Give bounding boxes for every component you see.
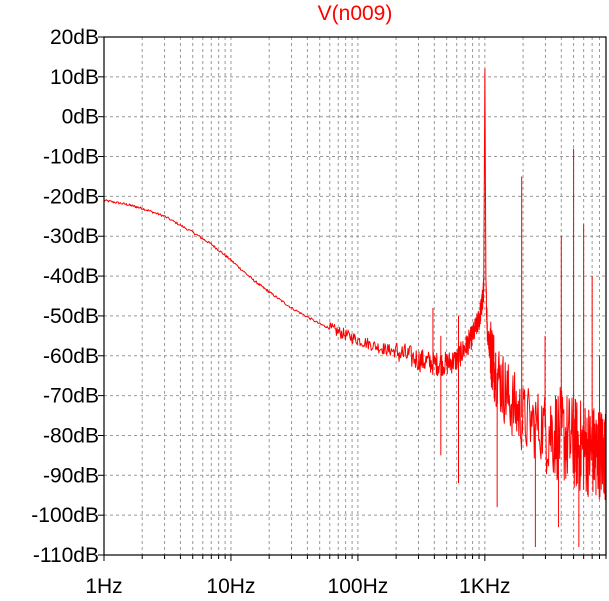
x-tick-label: 1KHz bbox=[459, 575, 510, 598]
series-trace bbox=[103, 68, 607, 500]
y-tick-label: -90dB bbox=[43, 464, 99, 487]
y-tick-label: -30dB bbox=[43, 225, 99, 248]
y-tick-label: -70dB bbox=[43, 385, 99, 408]
y-tick-label: -80dB bbox=[43, 424, 99, 447]
ticks: 20dB 10dB 0dB -10dB -20dB -30dB -40dB -50dB -60d… bbox=[31, 26, 607, 598]
series-layer bbox=[103, 68, 607, 548]
x-tick-label: 100Hz bbox=[328, 575, 389, 598]
y-tick-label: -50dB bbox=[43, 305, 99, 328]
chart-title: V(n009) bbox=[318, 2, 393, 25]
y-tick-label: 20dB bbox=[50, 26, 99, 49]
y-tick-label: -60dB bbox=[43, 345, 99, 368]
grid bbox=[103, 36, 607, 556]
x-tick-label: 1Hz bbox=[85, 575, 122, 598]
y-tick-label: -40dB bbox=[43, 265, 99, 288]
y-tick-label: 10dB bbox=[50, 66, 99, 89]
y-tick-label: -100dB bbox=[31, 504, 99, 527]
x-tick-label: 10Hz bbox=[206, 575, 255, 598]
y-tick-label: -110dB bbox=[33, 544, 99, 567]
y-tick-label: -10dB bbox=[43, 146, 99, 169]
y-tick-label: -20dB bbox=[43, 185, 99, 208]
y-tick-label: 0dB bbox=[62, 106, 99, 129]
plot-frame bbox=[103, 36, 607, 556]
